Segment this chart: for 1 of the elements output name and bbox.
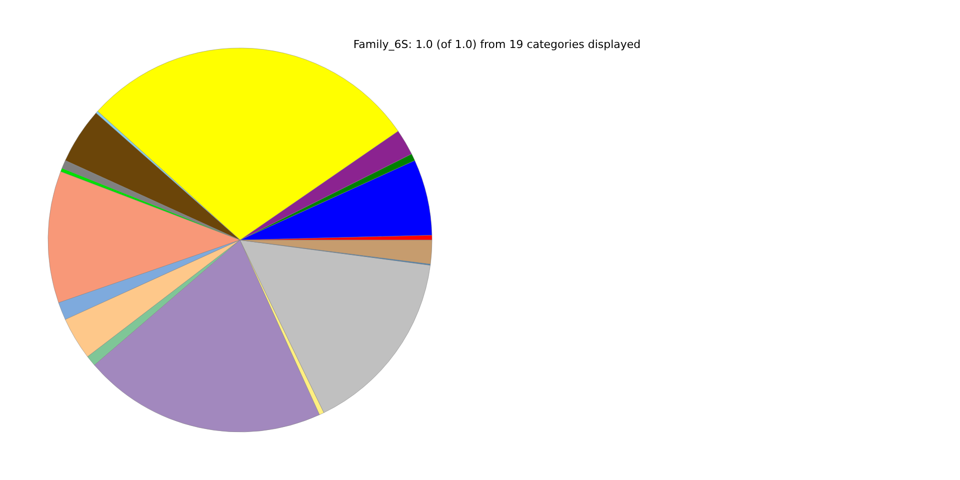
text: Family_6S: 1.0 (of 1.0) from 19 categories displayed bbox=[353, 38, 641, 51]
